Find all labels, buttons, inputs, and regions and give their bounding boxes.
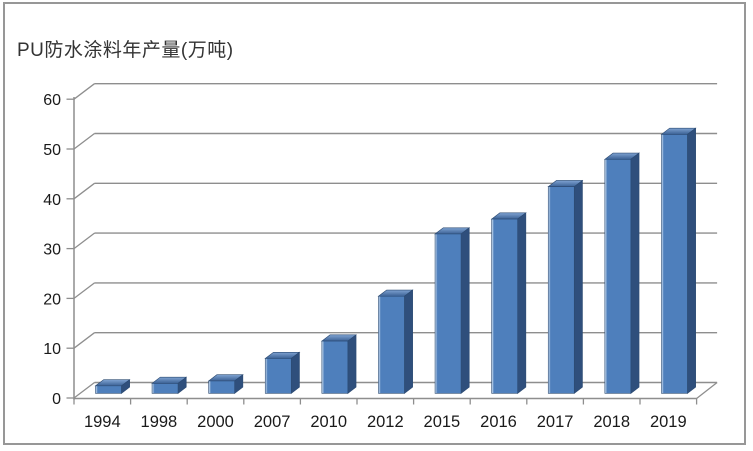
y-tick-label-40: 40 — [43, 192, 61, 209]
gridline-connector-50 — [73, 132, 95, 150]
x-tick-label-2015: 2015 — [424, 413, 461, 431]
bar-2010 — [320, 334, 357, 394]
bar-side-face — [573, 179, 583, 394]
chart-frame: PU防水涂料年产量(万吨) 0 10 20 30 40 50 60 1994 1998 2000 2… — [3, 2, 746, 445]
x-tick-label-1998: 1998 — [141, 413, 178, 431]
bar-front-face — [208, 380, 235, 394]
x-tick-label-2017: 2017 — [537, 413, 574, 431]
bar-side-face — [687, 127, 696, 394]
x-tick-label-2019: 2019 — [650, 413, 687, 431]
bar-1994 — [94, 379, 131, 394]
bar-2019 — [660, 127, 697, 394]
bar-1998 — [151, 376, 188, 394]
x-tick-label-2018: 2018 — [593, 413, 630, 431]
x-tick-label-1994: 1994 — [84, 413, 121, 431]
bar-side-face — [517, 212, 527, 394]
x-tick-label-2010: 2010 — [310, 413, 347, 431]
y-tick-label-30: 30 — [43, 242, 61, 259]
bar-2017 — [547, 179, 584, 394]
gridline-connector-60 — [73, 83, 95, 100]
bar-2016 — [490, 212, 527, 394]
y-tick-label-0: 0 — [52, 391, 61, 408]
bar-front-face — [151, 383, 179, 394]
bar-side-face — [630, 152, 640, 394]
gridline-connector-40 — [73, 182, 95, 200]
y-tick-label-10: 10 — [43, 341, 61, 358]
bar-2007 — [264, 351, 301, 394]
bar-front-face — [264, 358, 292, 394]
y-tick-label-20: 20 — [43, 291, 61, 308]
x-tick-label-2007: 2007 — [254, 413, 291, 431]
bar-front-face — [604, 158, 632, 394]
x-tick-label-2016: 2016 — [480, 413, 517, 431]
bar-side-face — [404, 289, 413, 394]
y-tick-label-60: 60 — [43, 92, 61, 109]
gridline-connector-0 — [73, 381, 95, 399]
chart-title: PU防水涂料年产量(万吨) — [17, 40, 234, 61]
bar-2000 — [207, 374, 244, 394]
bar-front-face — [434, 233, 462, 394]
bar-front-face — [547, 186, 575, 394]
bar-front-face — [661, 134, 688, 394]
bar-side-face — [290, 351, 300, 394]
gridline-connector-20 — [73, 282, 95, 299]
bar-front-face — [321, 340, 349, 394]
x-tick-label-2012: 2012 — [367, 413, 404, 431]
bar-front-face — [95, 385, 122, 394]
gridline-connector-10 — [73, 332, 95, 349]
bar-chart-plot: 0 10 20 30 40 50 60 1994 1998 2000 2007 2010 2012 201… — [43, 82, 718, 431]
x-tick-label-2000: 2000 — [197, 413, 234, 431]
y-tick-label-50: 50 — [43, 142, 61, 159]
floor-right-edge — [696, 381, 718, 400]
bar-2015 — [434, 227, 471, 394]
bar-front-face — [491, 218, 518, 394]
bar-2018 — [603, 152, 640, 394]
bar-2012 — [377, 289, 414, 394]
bar-front-face — [378, 295, 405, 394]
gridline-connector-30 — [73, 232, 95, 250]
bar-side-face — [347, 334, 357, 394]
bar-side-face — [460, 227, 470, 394]
